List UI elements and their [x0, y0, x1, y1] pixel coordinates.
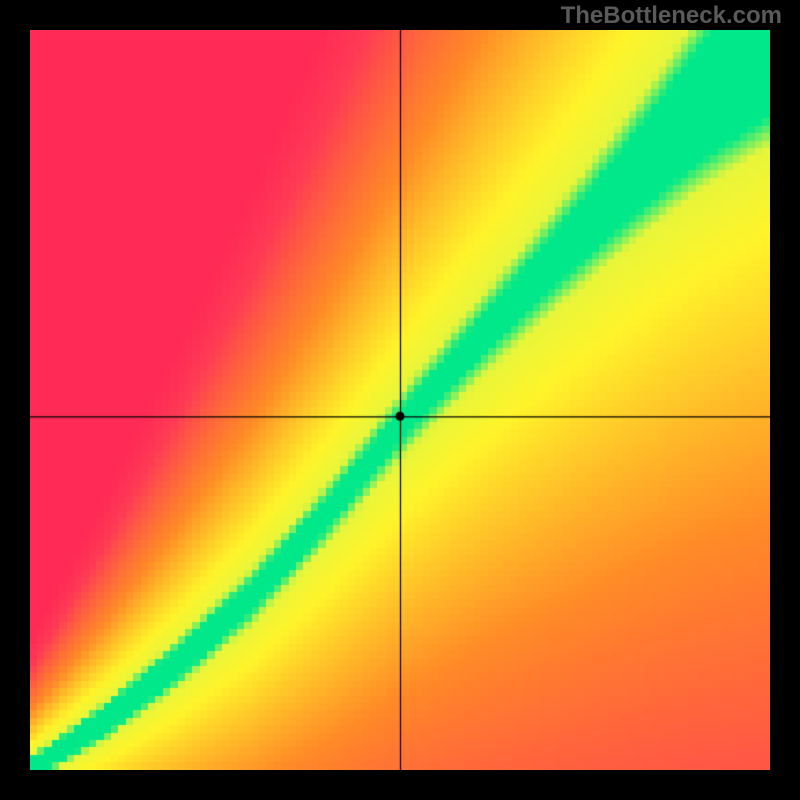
- watermark-text: TheBottleneck.com: [561, 2, 782, 30]
- chart-container: TheBottleneck.com: [0, 0, 800, 800]
- bottleneck-heatmap: [30, 30, 770, 770]
